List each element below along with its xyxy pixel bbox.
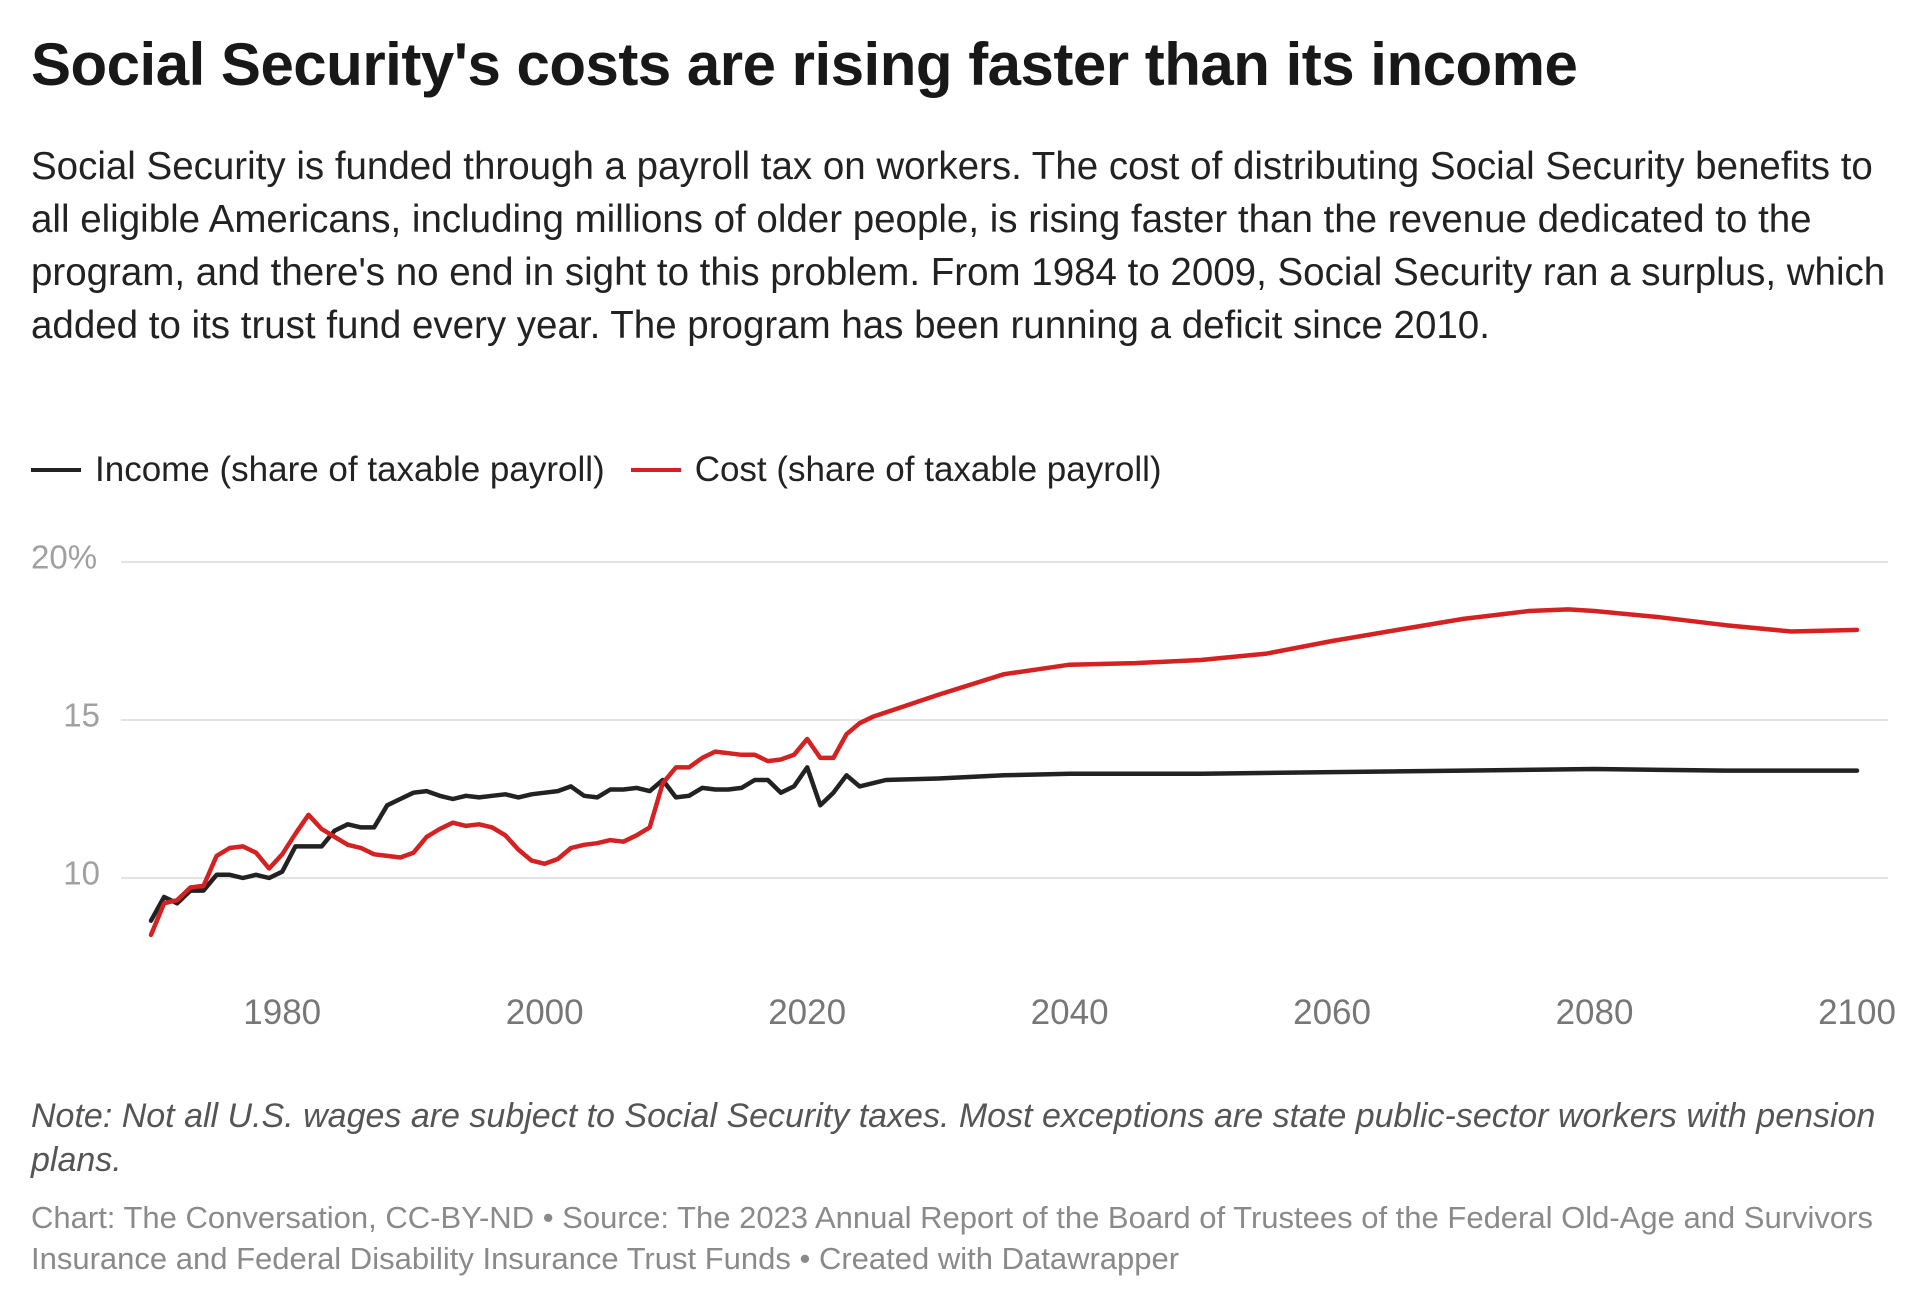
chart-title: Social Security's costs are rising faste… <box>31 31 1578 98</box>
y-tick-label: 15 <box>63 697 100 734</box>
x-tick-label: 2000 <box>506 993 584 1032</box>
x-tick-label: 2080 <box>1556 993 1634 1032</box>
x-tick-label: 2100 <box>1818 993 1896 1032</box>
legend: Income (share of taxable payroll) Cost (… <box>31 450 1188 490</box>
x-tick-label: 1980 <box>243 993 321 1032</box>
cost-line <box>148 607 1860 938</box>
y-tick-label: 20% <box>31 539 97 576</box>
line-chart: 20% 15 10 1980 2000 2020 2040 2060 2080 2100 <box>31 539 1896 1032</box>
legend-label-cost: Cost (share of taxable payroll) <box>694 450 1162 489</box>
legend-item-income: Income (share of taxable payroll) <box>31 450 605 490</box>
chart-credit: Chart: The Conversation, CC-BY-ND • Sour… <box>31 1200 1873 1276</box>
x-tick-label: 2020 <box>768 993 846 1032</box>
income-line <box>148 765 1860 923</box>
legend-swatch-cost <box>630 468 681 472</box>
y-tick-label: 10 <box>63 855 100 892</box>
legend-swatch-income <box>31 468 81 472</box>
legend-item-cost: Cost (share of taxable payroll) <box>630 450 1162 490</box>
x-tick-label: 2060 <box>1293 993 1371 1032</box>
chart-description: Social Security is funded through a payr… <box>31 145 1886 347</box>
x-tick-label: 2040 <box>1031 993 1109 1032</box>
chart-note: Note: Not all U.S. wages are subject to … <box>31 1097 1876 1179</box>
legend-label-income: Income (share of taxable payroll) <box>95 450 605 489</box>
